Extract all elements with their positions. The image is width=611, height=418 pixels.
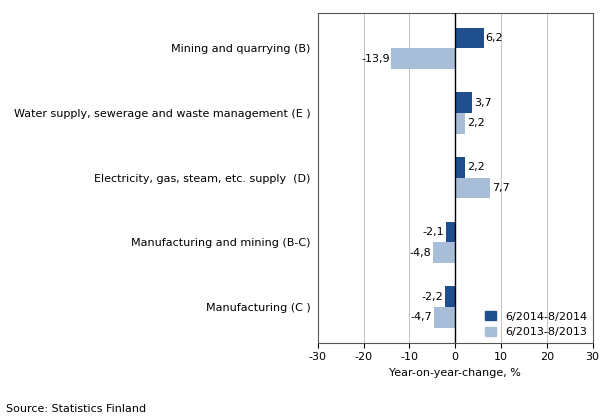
Text: -2,1: -2,1 — [422, 227, 444, 237]
Text: Source: Statistics Finland: Source: Statistics Finland — [6, 404, 146, 414]
Text: 6,2: 6,2 — [486, 33, 503, 43]
Text: 2,2: 2,2 — [467, 162, 485, 172]
Bar — [433, 242, 455, 263]
Bar — [455, 28, 484, 48]
Bar — [445, 222, 455, 242]
Bar — [392, 48, 455, 69]
Bar — [445, 286, 455, 307]
Text: -13,9: -13,9 — [361, 54, 390, 64]
Bar — [455, 157, 466, 178]
Bar — [455, 113, 466, 134]
Text: -2,2: -2,2 — [422, 292, 444, 302]
Text: 3,7: 3,7 — [474, 97, 492, 107]
Bar — [455, 92, 472, 113]
Text: -4,8: -4,8 — [409, 248, 431, 258]
Bar — [434, 307, 455, 328]
Bar — [455, 178, 491, 199]
X-axis label: Year-on-year-change, %: Year-on-year-change, % — [389, 368, 521, 378]
Legend: 6/2014-8/2014, 6/2013-8/2013: 6/2014-8/2014, 6/2013-8/2013 — [485, 311, 587, 337]
Text: -4,7: -4,7 — [410, 312, 432, 322]
Text: 2,2: 2,2 — [467, 118, 485, 128]
Text: 7,7: 7,7 — [492, 183, 510, 193]
